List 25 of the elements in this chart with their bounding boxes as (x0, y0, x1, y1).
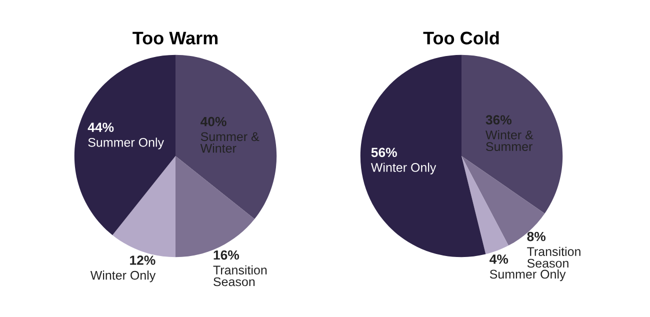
data-label: 36% (486, 115, 512, 125)
slice-label: Summer Only (88, 138, 164, 150)
slice-label: Transition Season (527, 246, 580, 268)
data-label: 4% (490, 254, 508, 264)
data-label: 8% (527, 232, 546, 242)
pie-slice (112, 156, 176, 258)
data-label: 12% (130, 256, 156, 265)
slice-label: Winter Only (90, 270, 156, 282)
data-label: 44% (88, 122, 114, 132)
slice-label: Winter Only (370, 162, 436, 174)
pie-slice (462, 54, 563, 214)
pie-slice (360, 54, 486, 258)
pie-slice (176, 54, 277, 220)
slice-label: Winter & Summer (486, 130, 534, 152)
pie-slice (74, 54, 176, 236)
slice-label: Summer Only (490, 269, 566, 282)
data-label: 56% (371, 148, 397, 158)
slice-label: Summer & Winter (200, 132, 260, 153)
slice-label: Transition Season (213, 265, 267, 286)
chart-title: Too Cold (423, 31, 499, 44)
data-label: 16% (214, 250, 240, 260)
pie-slice (462, 156, 508, 254)
pie-slice (462, 156, 545, 246)
chart-title: Too Warm (132, 32, 218, 44)
data-label: 40% (200, 116, 226, 126)
